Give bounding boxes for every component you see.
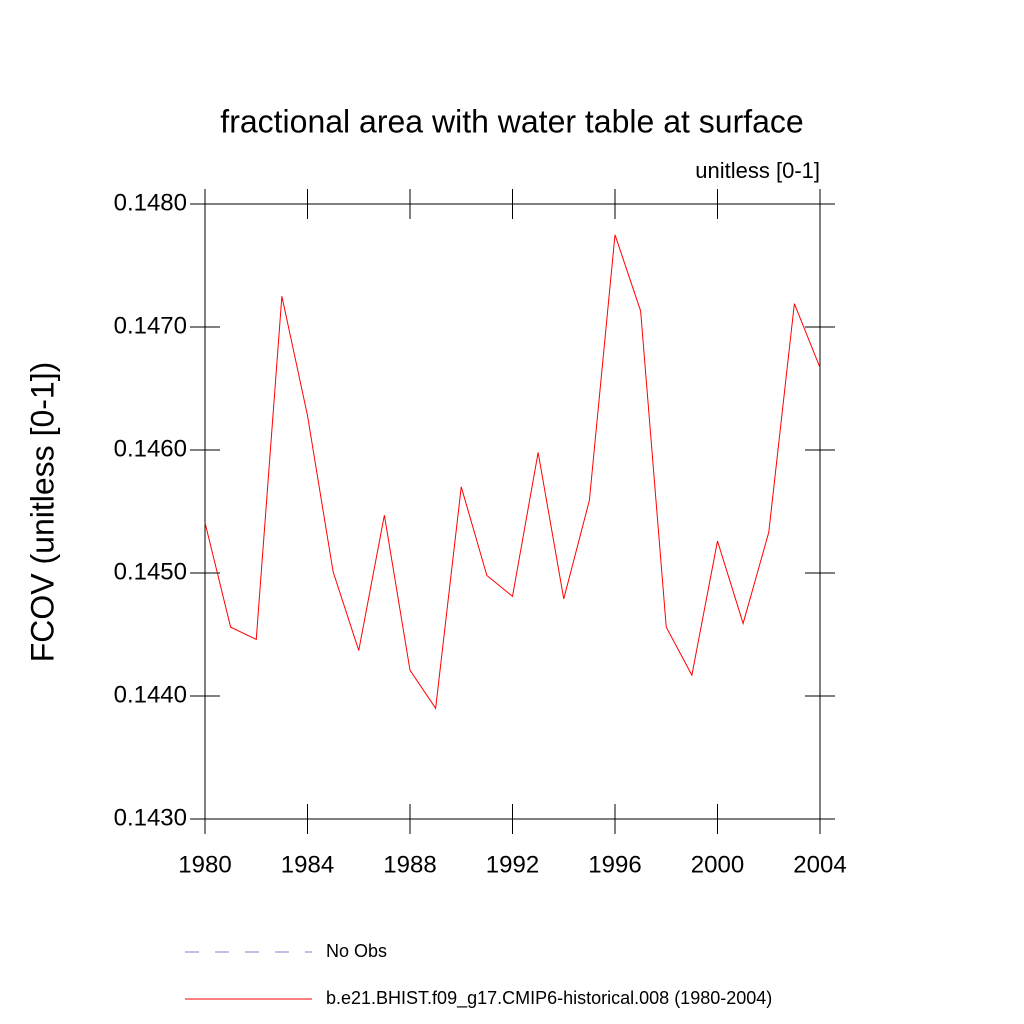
series-line: [204, 234, 821, 710]
y-tick-label: 0.1440: [114, 681, 187, 708]
chart-title: fractional area with water table at surf…: [220, 103, 803, 139]
y-tick-label: 0.1450: [114, 558, 187, 585]
y-tick-label: 0.1480: [114, 189, 187, 216]
y-axis-label: FCOV (unitless [0-1]): [24, 362, 60, 663]
legend-label: No Obs: [326, 941, 387, 961]
chart-subtitle: unitless [0-1]: [695, 158, 820, 183]
y-tick-label: 0.1470: [114, 312, 187, 339]
x-tick-label: 1980: [178, 851, 231, 878]
x-tick-label: 1988: [383, 851, 436, 878]
x-tick-label: 2000: [691, 851, 744, 878]
x-tick-label: 1984: [281, 851, 334, 878]
plot-frame: [204, 203, 821, 820]
x-tick-label: 1992: [486, 851, 539, 878]
x-tick-label: 2004: [793, 851, 846, 878]
y-tick-label: 0.1430: [114, 804, 187, 831]
y-tick-label: 0.1460: [114, 435, 187, 462]
x-tick-label: 1996: [588, 851, 641, 878]
legend-label: b.e21.BHIST.f09_g17.CMIP6-historical.008…: [326, 988, 772, 1009]
